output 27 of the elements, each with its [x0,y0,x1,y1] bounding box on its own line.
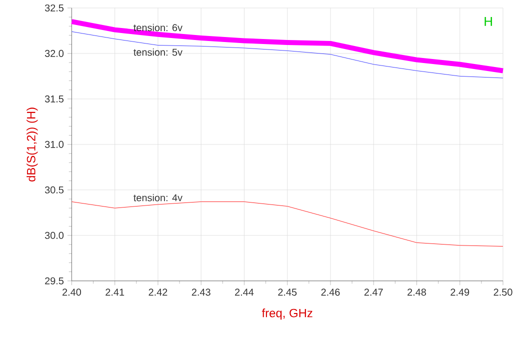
line-series [71,32,504,78]
line-series [71,202,504,247]
y-tick-label: 29.5 [45,278,64,285]
x-axis-title: freq, GHz [262,308,312,320]
y-tick-label: 32.0 [44,50,64,58]
line-series [69,19,506,74]
y-tick-label: 30.5 [44,186,64,194]
y-tick-label: 31.5 [44,96,64,103]
x-tick-label: 2.49 [450,288,470,296]
y-tick-label: 32.5 [44,4,64,12]
x-tick-label: 2.44 [235,288,254,296]
x-tick-label: 2.43 [192,288,210,296]
x-tick-label: 2.48 [408,288,426,296]
annotation: H [484,17,492,26]
x-tick-label: 2.46 [321,288,340,296]
series-label: tension: 4v [134,194,182,202]
y-tick-label: 30.0 [44,232,64,240]
x-tick-label: 2.47 [364,288,383,296]
x-tick-label: 2.50 [494,288,512,296]
x-tick-label: 2.40 [62,288,82,296]
x-tick-label: 2.45 [278,288,297,296]
y-axis-title: dB(S(1,2)) (H) [26,108,38,182]
x-tick-label: 2.41 [106,288,124,296]
series-label: tension: 6v [134,24,182,32]
x-tick-label: 2.42 [148,288,168,296]
series-label: tension: 5v [134,48,182,56]
y-tick-label: 31.0 [44,141,64,148]
